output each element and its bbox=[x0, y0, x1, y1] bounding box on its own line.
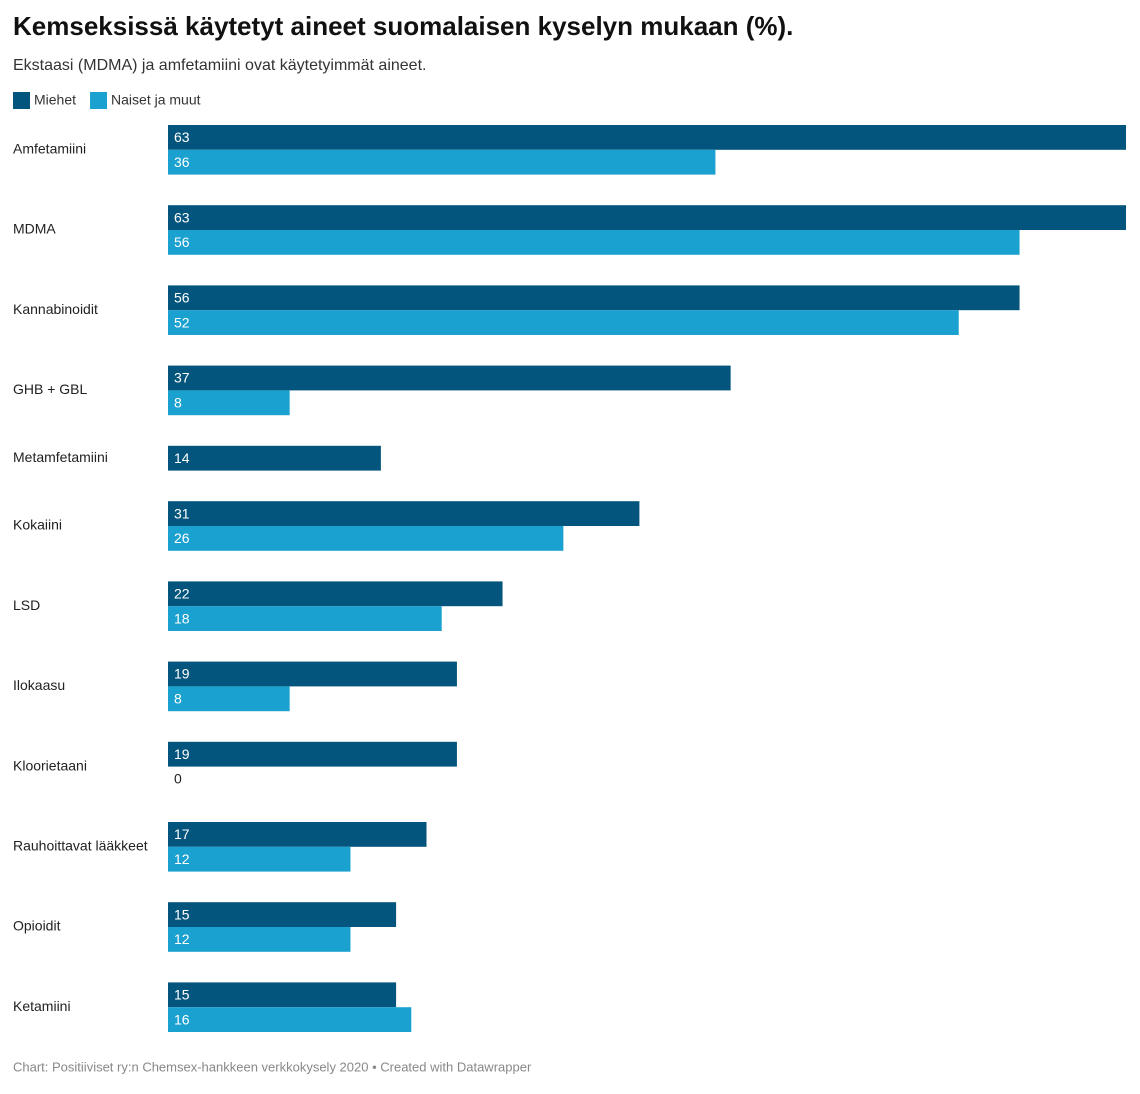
value-label: 36 bbox=[174, 154, 190, 170]
category-label: GHB + GBL bbox=[13, 381, 88, 397]
category-label: Opioidit bbox=[13, 918, 61, 934]
value-label: 56 bbox=[174, 234, 190, 250]
legend-swatch bbox=[90, 92, 108, 109]
bar bbox=[168, 982, 397, 1008]
category-label: Amfetamiini bbox=[13, 141, 86, 157]
bar bbox=[168, 846, 351, 872]
category-label: Ilokaasu bbox=[13, 677, 65, 693]
bar bbox=[168, 902, 397, 927]
category-label: Kloorietaani bbox=[13, 757, 87, 773]
value-label: 17 bbox=[174, 826, 190, 842]
bar bbox=[168, 149, 716, 175]
bar bbox=[168, 445, 381, 471]
bar bbox=[168, 1007, 412, 1032]
chart-subtitle: Ekstaasi (MDMA) ja amfetamiini ovat käyt… bbox=[13, 57, 426, 74]
value-label: 14 bbox=[174, 450, 190, 466]
value-label: 19 bbox=[174, 746, 190, 762]
bar bbox=[168, 125, 1126, 150]
value-label: 19 bbox=[174, 666, 190, 682]
value-label: 56 bbox=[174, 290, 190, 306]
category-label: Kokaiini bbox=[13, 517, 62, 533]
value-label: 31 bbox=[174, 505, 190, 521]
bar bbox=[168, 686, 290, 712]
category-label: LSD bbox=[13, 597, 40, 613]
legend-label: Naiset ja muut bbox=[111, 92, 201, 108]
value-label: 8 bbox=[174, 691, 182, 707]
category-label: MDMA bbox=[13, 221, 56, 237]
value-label: 0 bbox=[174, 771, 182, 787]
chart-title: Kemseksissä käytetyt aineet suomalaisen … bbox=[13, 11, 793, 41]
legend-label: Miehet bbox=[34, 92, 76, 108]
bar bbox=[168, 661, 457, 687]
category-label: Metamfetamiini bbox=[13, 449, 108, 465]
bar bbox=[168, 310, 959, 335]
bar bbox=[168, 526, 564, 551]
legend-swatch bbox=[13, 92, 30, 109]
value-label: 8 bbox=[174, 395, 182, 411]
value-label: 22 bbox=[174, 586, 190, 602]
bar bbox=[168, 230, 1020, 255]
chart-source: Chart: Positiiviset ry:n Chemsex-hankkee… bbox=[13, 1059, 532, 1074]
category-label: Rauhoittavat lääkkeet bbox=[13, 838, 148, 854]
value-label: 12 bbox=[174, 851, 190, 867]
value-label: 18 bbox=[174, 610, 190, 626]
value-label: 37 bbox=[174, 370, 190, 386]
bar bbox=[168, 822, 427, 847]
bar bbox=[168, 581, 503, 607]
category-label: Kannabinoidit bbox=[13, 301, 98, 317]
value-label: 16 bbox=[174, 1011, 190, 1027]
category-label: Ketamiini bbox=[13, 998, 71, 1014]
bar bbox=[168, 606, 442, 631]
value-label: 26 bbox=[174, 530, 190, 546]
value-label: 15 bbox=[174, 906, 190, 922]
bar bbox=[168, 205, 1126, 230]
bar bbox=[168, 741, 457, 767]
value-label: 63 bbox=[174, 209, 190, 225]
value-label: 52 bbox=[174, 314, 190, 330]
bar bbox=[168, 390, 290, 416]
value-label: 15 bbox=[174, 987, 190, 1003]
bar bbox=[168, 501, 640, 526]
value-label: 63 bbox=[174, 129, 190, 145]
value-label: 12 bbox=[174, 931, 190, 947]
bar bbox=[168, 365, 731, 391]
bar bbox=[168, 285, 1020, 311]
bar bbox=[168, 927, 351, 952]
